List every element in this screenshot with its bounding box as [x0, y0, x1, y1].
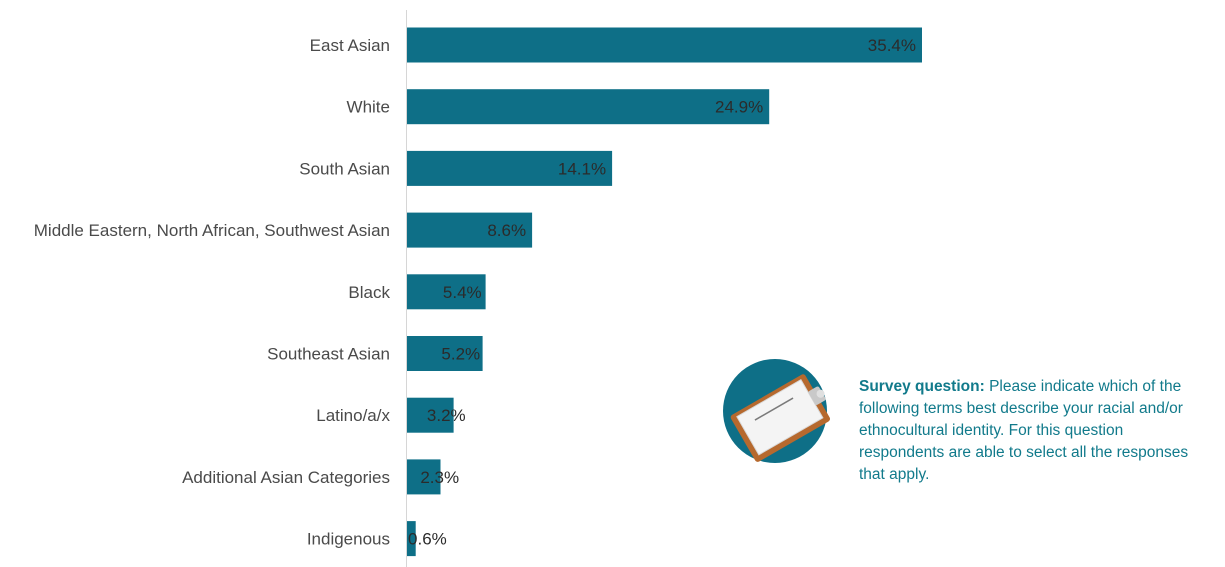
- note-line-1: Survey question: Please indicate which o…: [859, 378, 1182, 395]
- bar-2: [407, 89, 770, 125]
- note-line-4: respondents are able to select all the r…: [859, 444, 1189, 461]
- note-line-5: that apply.: [859, 466, 930, 483]
- category-label: Additional Asian Categories: [182, 468, 390, 487]
- bar-8: [407, 459, 441, 495]
- clipboard-icon: [723, 359, 831, 463]
- survey-question-heading: Survey question:: [859, 378, 985, 395]
- value-label: 24.9%: [715, 98, 763, 117]
- value-label: 3.2%: [427, 406, 466, 425]
- bar-5: [407, 274, 486, 310]
- value-label: 8.6%: [487, 221, 526, 240]
- category-label: Latino/a/x: [316, 406, 390, 425]
- survey-question-text: Survey question: Please indicate which o…: [859, 376, 1225, 486]
- bar-1: [407, 27, 922, 63]
- bar-6: [407, 336, 483, 371]
- category-label: Indigenous: [307, 530, 390, 549]
- category-label: East Asian: [310, 36, 390, 55]
- note-line-2: following terms best describe your racia…: [859, 400, 1183, 417]
- category-label: Black: [348, 283, 390, 302]
- value-label: 2.3%: [420, 468, 459, 487]
- bars-group: East Asian 35.4% White 24.9% South Asian 14.1…: [34, 27, 922, 557]
- category-label: Southeast Asian: [267, 345, 390, 364]
- value-label: 0.6%: [408, 530, 447, 549]
- note-line-3: ethnocultural identity. For this questio…: [859, 422, 1124, 439]
- value-label: 5.4%: [443, 283, 482, 302]
- bar-3: [407, 150, 613, 186]
- category-label: White: [347, 98, 390, 117]
- survey-note: Survey question: Please indicate which o…: [708, 358, 1225, 483]
- category-label: South Asian: [299, 159, 390, 178]
- value-label: 35.4%: [868, 36, 916, 55]
- bar-4: [407, 212, 533, 248]
- value-label: 5.2%: [441, 345, 480, 364]
- value-label: 14.1%: [558, 159, 606, 178]
- bar-9: [407, 521, 416, 557]
- bar-7: [407, 397, 454, 433]
- category-label: Middle Eastern, North African, Southwest…: [34, 221, 390, 240]
